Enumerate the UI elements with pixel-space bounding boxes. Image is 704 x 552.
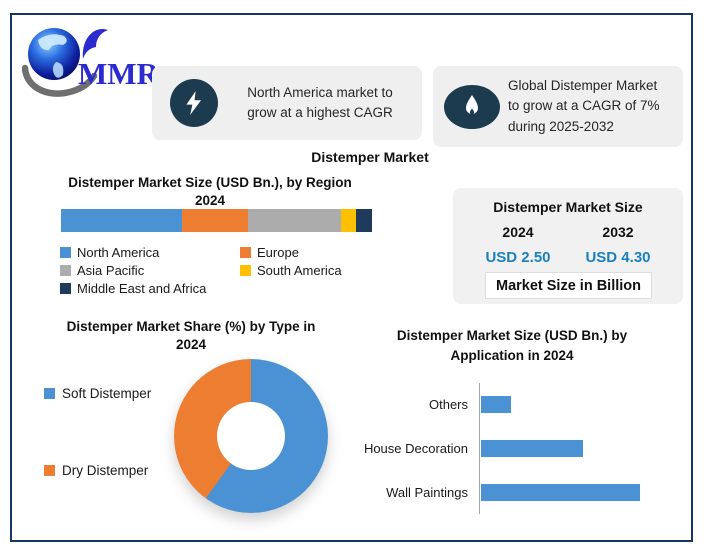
- region-chart-title-line1: Distemper Market Size (USD Bn.), by Regi…: [68, 175, 352, 190]
- bar-label-wall-paintings: Wall Paintings: [386, 485, 468, 500]
- logo-text: MMR: [78, 56, 160, 91]
- application-chart-title-line1: Distemper Market Size (USD Bn.) by: [396, 328, 628, 343]
- logo-swoosh-blue: [82, 28, 108, 59]
- legend-item-south-america: South America: [240, 261, 390, 279]
- application-chart-axis: [479, 383, 480, 514]
- market-size-note: Market Size in Billion: [485, 272, 652, 299]
- callout-line: North America market to: [247, 84, 393, 100]
- page-title: Distemper Market: [311, 149, 429, 165]
- logo-swoosh-gray: [22, 64, 98, 97]
- region-chart-title: Distemper Market Size (USD Bn.), by Regi…: [45, 174, 375, 209]
- bar-wall-paintings: [481, 484, 640, 501]
- market-size-years-row: 2024 2032: [453, 224, 683, 240]
- legend-item-dry-distemper: Dry Distemper: [44, 463, 148, 478]
- market-size-values-row: USD 2.50 USD 4.30: [453, 249, 683, 266]
- type-chart-title-line2: 2024: [175, 336, 207, 352]
- legend-item-asia-pacific: Asia Pacific: [60, 261, 240, 279]
- bar-label-others: Others: [428, 397, 468, 412]
- mmr-logo: MMR: [22, 28, 160, 97]
- year-2024: 2024: [502, 224, 534, 240]
- legend-label: Middle East and Africa: [77, 280, 207, 296]
- legend-swatch: [44, 465, 55, 476]
- bar-house-decoration: [481, 440, 583, 457]
- legend-item-middle-east-africa: Middle East and Africa: [60, 279, 240, 297]
- region-stacked-bar: [61, 209, 372, 232]
- callout-line: Global Distemper Market: [508, 78, 658, 94]
- legend-item-soft-distemper: Soft Distemper: [44, 386, 151, 401]
- legend-label: Dry Distemper: [62, 463, 149, 478]
- bar-segment-asia-pacific: [247, 209, 341, 232]
- callout-global-cagr: Global Distemper Market to grow at a CAG…: [433, 66, 683, 147]
- bar-segment-europe: [182, 209, 248, 232]
- legend-item-europe: Europe: [240, 243, 390, 261]
- legend-swatch: [60, 264, 71, 276]
- region-legend: North America Europe Asia Pacific South …: [60, 243, 390, 297]
- callout-north-america: North America market to grow at a highes…: [152, 66, 422, 140]
- logo-landmass-north: [38, 34, 67, 51]
- legend-swatch: [60, 282, 71, 294]
- callout-line: to grow at a CAGR of 7%: [508, 98, 660, 114]
- bar-segment-south-america: [340, 209, 357, 232]
- legend-swatch: [44, 388, 55, 399]
- year-2032: 2032: [602, 224, 634, 240]
- legend-label: South America: [257, 262, 342, 278]
- application-chart-title-line2: Application in 2024: [450, 347, 574, 363]
- legend-label: Europe: [257, 244, 299, 260]
- type-chart-title-line1: Distemper Market Share (%) by Type in: [66, 319, 316, 334]
- legend-label: Soft Distemper: [62, 386, 152, 401]
- callout-text: Global Distemper Market to grow at a CAG…: [500, 76, 683, 137]
- market-size-box-title: Distemper Market Size: [493, 199, 643, 215]
- market-size-box: Distemper Market Size 2024 2032 USD 2.50…: [453, 188, 683, 304]
- callout-line: during 2025-2032: [508, 118, 614, 134]
- region-chart-title-line2: 2024: [194, 192, 226, 208]
- legend-label: North America: [77, 244, 160, 260]
- value-2024: USD 2.50: [485, 249, 551, 266]
- bar-segment-north-america: [61, 209, 183, 232]
- legend-swatch: [240, 264, 251, 276]
- flame-icon: [444, 84, 500, 129]
- legend-item-north-america: North America: [60, 243, 240, 261]
- legend-swatch: [60, 246, 71, 258]
- bar-label-house-decoration: House Decoration: [363, 441, 468, 456]
- type-chart-title: Distemper Market Share (%) by Type in 20…: [26, 318, 356, 353]
- logo-landmass-south: [52, 62, 64, 78]
- bar-segment-middle-east-africa: [356, 209, 372, 232]
- callout-text: North America market to grow at a highes…: [218, 83, 422, 124]
- bar-others: [481, 396, 511, 413]
- legend-swatch: [240, 246, 251, 258]
- lightning-icon: [170, 79, 218, 127]
- value-2032: USD 4.30: [585, 249, 651, 266]
- callout-line: grow at a highest CAGR: [247, 105, 393, 120]
- donut-hole: [217, 402, 285, 470]
- legend-label: Asia Pacific: [77, 262, 145, 278]
- type-donut-chart: [174, 359, 328, 513]
- application-chart-title: Distemper Market Size (USD Bn.) by Appli…: [357, 326, 667, 365]
